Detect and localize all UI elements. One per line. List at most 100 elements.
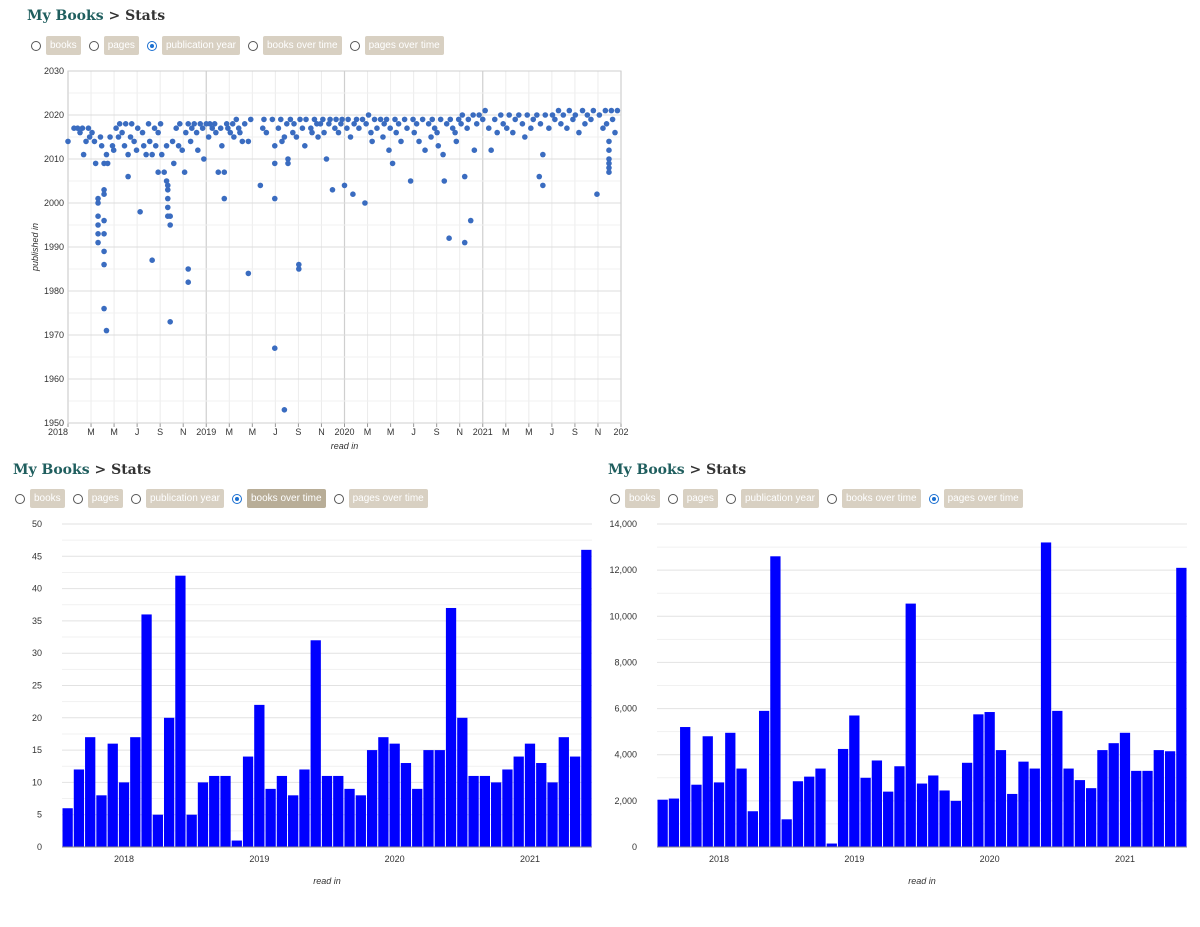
x-tick-label: J xyxy=(273,427,278,437)
x-axis-label: read in xyxy=(331,441,359,451)
scatter-point xyxy=(271,195,278,202)
radio-pages-over-time[interactable] xyxy=(928,493,939,504)
scatter-point xyxy=(167,319,173,325)
x-tick-label: 2020 xyxy=(980,854,1000,864)
tab-pages-over-time[interactable]: pages over time xyxy=(349,36,444,55)
tab-publication-year[interactable]: publication year xyxy=(146,36,240,55)
tab-pages-label[interactable]: pages xyxy=(682,489,718,508)
tab-publication-year[interactable]: publication year xyxy=(130,489,224,508)
radio-pages[interactable] xyxy=(88,40,99,51)
tab-books[interactable]: books xyxy=(31,36,81,55)
tab-publication-year-label[interactable]: publication year xyxy=(161,36,240,55)
x-tick-label: 2021 xyxy=(1115,854,1135,864)
tab-pages-over-time-label[interactable]: pages over time xyxy=(943,489,1023,508)
bar xyxy=(826,843,837,847)
scatter-point xyxy=(293,134,300,140)
bar xyxy=(781,819,792,847)
scatter-point xyxy=(271,160,278,167)
tab-books-label[interactable]: books xyxy=(46,36,81,55)
scatter-point xyxy=(446,235,452,241)
tab-books-over-time-label[interactable]: books over time xyxy=(262,36,342,55)
pages-over-time-bar-chart: 0 2,000 4,000 6,000 8,000 10,000 12,000 14,000 2… xyxy=(609,519,1187,886)
tab-pages-over-time-label[interactable]: pages over time xyxy=(348,489,428,508)
y-tick-label: 50 xyxy=(32,519,42,529)
scatter-point xyxy=(110,147,117,153)
radio-pages[interactable] xyxy=(72,493,83,504)
bar xyxy=(558,737,569,847)
scatter-point xyxy=(590,107,597,114)
radio-publication-year[interactable] xyxy=(146,40,157,51)
tab-pages-label[interactable]: pages xyxy=(87,489,123,508)
radio-books-over-time[interactable] xyxy=(247,40,258,51)
scatter-point xyxy=(584,112,591,118)
scatter-point xyxy=(425,121,432,127)
bar xyxy=(1029,768,1040,847)
radio-publication-year[interactable] xyxy=(725,493,736,504)
scatter-point xyxy=(482,107,488,114)
bar xyxy=(85,737,96,847)
radio-publication-year[interactable] xyxy=(130,493,141,504)
scatter-point xyxy=(101,191,107,197)
scatter-point xyxy=(602,107,609,114)
tab-books-over-time-label[interactable]: books over time xyxy=(841,489,921,508)
scatter-point xyxy=(339,116,345,123)
x-tick-label: M xyxy=(502,427,510,437)
tab-publication-year-label[interactable]: publication year xyxy=(740,489,819,508)
tab-books[interactable]: books xyxy=(15,489,65,508)
breadcrumb-my-books-link[interactable]: My Books xyxy=(13,462,90,478)
y-tick-label: 5 xyxy=(37,810,42,820)
scatter-point xyxy=(530,116,537,123)
tab-pages-over-time[interactable]: pages over time xyxy=(333,489,428,508)
radio-books[interactable] xyxy=(610,493,620,504)
radio-books[interactable] xyxy=(15,493,25,504)
bar xyxy=(905,603,916,847)
scatter-point xyxy=(167,222,173,228)
scatter-point xyxy=(140,143,147,149)
y-tick-label: 12,000 xyxy=(609,565,637,575)
scatter-point xyxy=(536,173,543,180)
radio-pages[interactable] xyxy=(667,493,678,504)
radio-pages-over-time[interactable] xyxy=(349,40,360,51)
breadcrumb-my-books-link[interactable]: My Books xyxy=(608,462,685,478)
scatter-point xyxy=(161,169,167,175)
tab-books[interactable]: books xyxy=(610,489,660,508)
radio-books[interactable] xyxy=(31,40,41,51)
tab-books-over-time-label[interactable]: books over time xyxy=(246,489,326,508)
tab-pages[interactable]: pages xyxy=(667,489,718,508)
bar xyxy=(1074,780,1086,847)
breadcrumb-my-books-link[interactable]: My Books xyxy=(27,8,104,24)
scatter-point xyxy=(239,138,246,145)
tab-books-over-time[interactable]: books over time xyxy=(247,36,342,55)
scatter-point xyxy=(365,112,372,118)
scatter-point xyxy=(173,125,179,131)
scatter-point xyxy=(467,217,474,224)
tab-books-label[interactable]: books xyxy=(30,489,65,508)
x-tick-label: 2020 xyxy=(334,427,354,437)
tab-books-over-time[interactable]: books over time xyxy=(231,489,326,508)
tab-pages-over-time[interactable]: pages over time xyxy=(928,489,1023,508)
tab-publication-year[interactable]: publication year xyxy=(725,489,819,508)
tab-pages[interactable]: pages xyxy=(72,489,123,508)
tab-books-label[interactable]: books xyxy=(625,489,660,508)
radio-books-over-time[interactable] xyxy=(231,493,242,504)
scatter-point xyxy=(97,134,104,140)
x-tick-label: N xyxy=(456,427,463,437)
tab-publication-year-label[interactable]: publication year xyxy=(145,489,224,508)
y-tick-label: 0 xyxy=(632,842,637,852)
scatter-point xyxy=(101,305,107,312)
stats-tab-bar: books pages publication year books over … xyxy=(610,489,1031,508)
radio-pages-over-time[interactable] xyxy=(333,493,344,504)
scatter-point xyxy=(85,125,92,131)
scatter-point xyxy=(572,112,579,118)
x-axis-label: read in xyxy=(313,876,341,886)
bar xyxy=(366,750,378,847)
tab-books-over-time[interactable]: books over time xyxy=(826,489,921,508)
radio-books-over-time[interactable] xyxy=(826,493,837,504)
x-tick-label: J xyxy=(411,427,416,437)
breadcrumb-current: Stats xyxy=(125,8,166,24)
tab-pages-label[interactable]: pages xyxy=(103,36,139,55)
bar xyxy=(265,788,276,847)
tab-pages[interactable]: pages xyxy=(88,36,139,55)
tab-pages-over-time-label[interactable]: pages over time xyxy=(364,36,444,55)
scatter-point xyxy=(555,107,562,114)
